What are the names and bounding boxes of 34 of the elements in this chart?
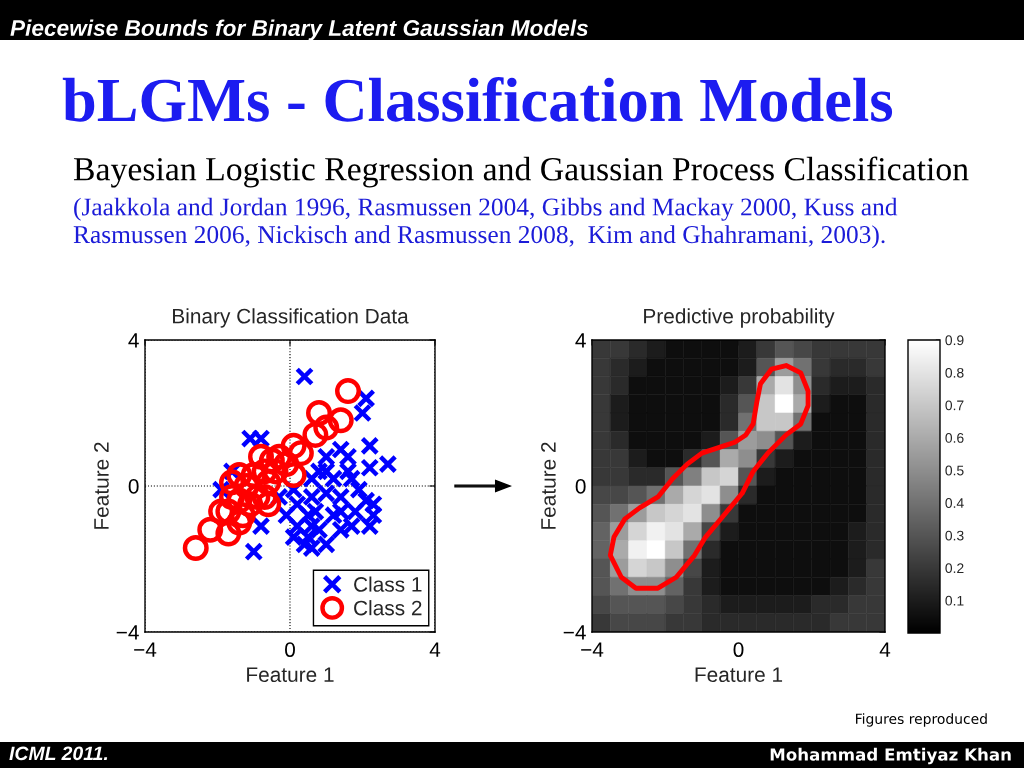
y-tick-label: 0 <box>128 479 139 494</box>
x-tick-label: 0 <box>733 642 744 658</box>
color-bar-label: 0.1 <box>945 595 964 606</box>
color-bar-label: 0.2 <box>945 563 964 574</box>
x-axis-title: Feature 1 <box>247 667 334 682</box>
legend-label: Class 2 <box>354 600 422 616</box>
color-bar-label: 0.5 <box>945 465 964 476</box>
text: Piecewise Bounds for Binary Latent Gaussian Models <box>10 19 588 41</box>
text: Figures reproduced <box>856 713 987 727</box>
color-bar-label: 0.8 <box>945 367 964 378</box>
color-bar-label: 0.6 <box>945 433 964 443</box>
y-axis-title: Feature 2 <box>541 442 556 529</box>
color-bar-label: 0.3 <box>945 530 964 541</box>
text: Mohammad Emtiyaz Khan <box>770 747 1011 765</box>
y-tick-label: 0 <box>575 479 586 494</box>
text: (Jaakkola and Jordan 1996, Rasmussen 2004, Gibbs and Mackay 2000, Kuss and Rasmussen 2006, Nickisch and Rasmussen 2008, Kim and Ghahramani, 2003). <box>73 197 898 249</box>
color-bar-label: 0.4 <box>945 498 964 508</box>
chart-title: Binary Classification Data <box>173 308 409 328</box>
color-bar-label: 0.7 <box>945 400 964 411</box>
x-tick-label: 4 <box>879 642 891 657</box>
x-tick-label: 0 <box>285 642 295 658</box>
color-bar-label: 0.9 <box>945 335 964 346</box>
chart-title: Predictive probability <box>644 308 835 328</box>
text: bLGMs - Classification Models <box>62 77 893 122</box>
y-tick-label: −4 <box>116 625 139 640</box>
y-axis-title: Feature 2 <box>94 442 109 529</box>
y-tick-label: −4 <box>563 625 586 640</box>
text: ICML 2011. <box>9 746 108 761</box>
text: Bayesian Logistic Regression and Gaussian Process Classification <box>73 156 969 188</box>
legend-label: Class 1 <box>354 576 422 592</box>
x-tick-label: 4 <box>429 642 441 657</box>
x-axis-title: Feature 1 <box>695 667 783 682</box>
y-tick-label: 4 <box>575 333 586 348</box>
y-tick-label: 4 <box>128 333 139 348</box>
